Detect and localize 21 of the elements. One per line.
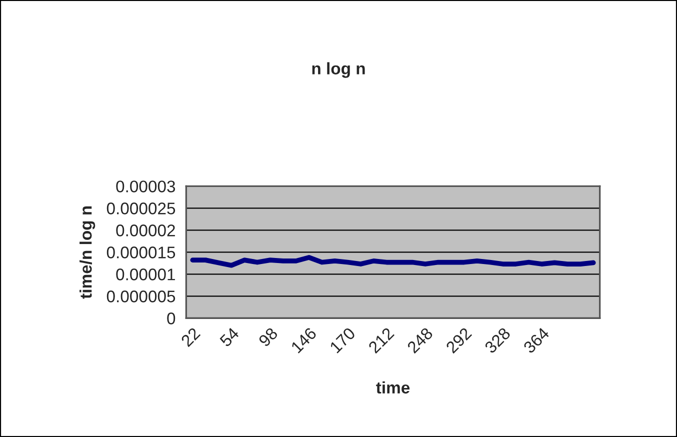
y-tick-label: 0.00002	[116, 224, 175, 236]
y-axis-title: time/n log n	[80, 206, 96, 299]
chart-title: n log n	[312, 62, 365, 78]
x-tick-label: 98	[258, 326, 278, 348]
x-axis-title: time	[376, 381, 410, 394]
y-tick-label: 0.000005	[106, 290, 176, 302]
x-tick-label: 364	[522, 326, 550, 354]
x-tick-label: 146	[290, 326, 318, 354]
x-tick-label: 248	[406, 326, 434, 354]
y-tick-label: 0.000025	[106, 202, 176, 214]
x-tick-label: 212	[368, 326, 394, 354]
y-tick-label: 0	[167, 312, 176, 324]
y-tick-label: 0.00001	[116, 268, 175, 280]
x-tick-label: 328	[484, 326, 512, 354]
line-series	[190, 255, 596, 268]
x-tick-label: 170	[329, 326, 356, 354]
y-tick-label: 0.00003	[116, 180, 176, 192]
y-tick-label: 0.000015	[106, 246, 176, 258]
x-tick-label: 54	[219, 326, 240, 348]
x-tick-label: 22	[180, 326, 201, 348]
x-tick-label: 292	[445, 326, 472, 354]
